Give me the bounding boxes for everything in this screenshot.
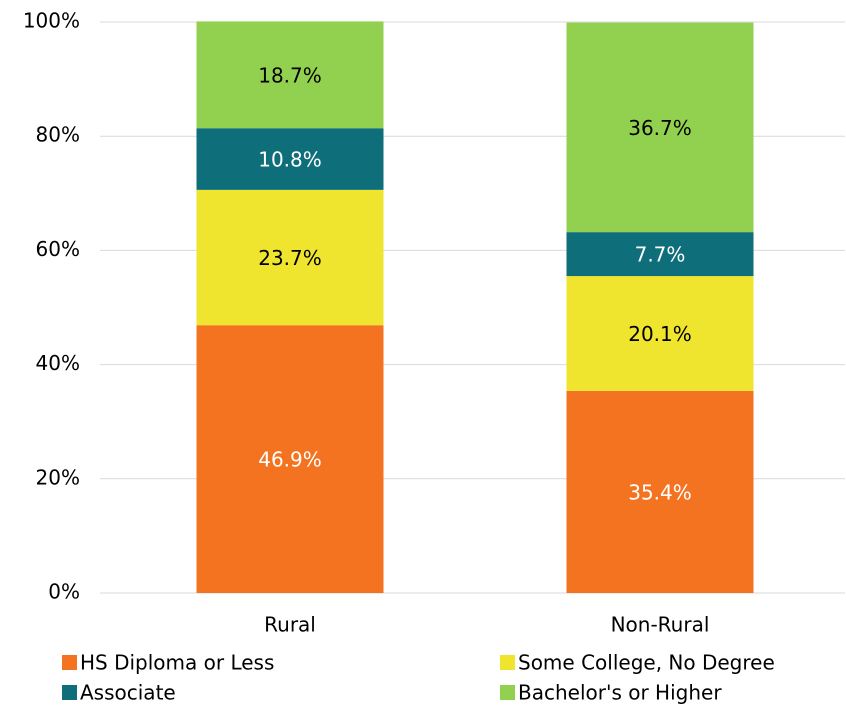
data-label: 35.4% (628, 480, 692, 504)
y-tick-label: 20% (36, 465, 80, 489)
x-tick-label: Non-Rural (611, 613, 710, 637)
legend-label: Bachelor's or Higher (518, 681, 722, 705)
legend-label: Some College, No Degree (518, 651, 775, 675)
y-tick-label: 0% (48, 580, 80, 604)
x-tick-label: Rural (264, 613, 316, 637)
bar-segment (566, 22, 754, 233)
bar-segment (566, 276, 754, 391)
data-label: 20.1% (628, 322, 692, 346)
data-label: 46.9% (258, 448, 322, 472)
data-label: 10.8% (258, 148, 322, 172)
bar-segment (566, 232, 754, 277)
bar-segment (196, 325, 384, 593)
legend-swatch (62, 685, 77, 700)
legend-label: Associate (80, 681, 176, 705)
data-label: 36.7% (628, 116, 692, 140)
bar-segment (196, 21, 384, 129)
y-tick-label: 40% (36, 351, 80, 375)
legend-swatch (500, 685, 515, 700)
data-label: 23.7% (258, 246, 322, 270)
y-tick-label: 100% (23, 9, 80, 33)
legend-swatch (500, 655, 515, 670)
bar-segment (566, 390, 754, 593)
data-label: 18.7% (258, 63, 322, 87)
legend-label: HS Diploma or Less (80, 651, 274, 675)
legend-swatch (62, 655, 77, 670)
data-label: 7.7% (635, 243, 686, 267)
bar-segment (196, 128, 384, 190)
y-tick-label: 80% (36, 123, 80, 147)
bar-segment (196, 189, 384, 326)
y-tick-label: 60% (36, 237, 80, 261)
